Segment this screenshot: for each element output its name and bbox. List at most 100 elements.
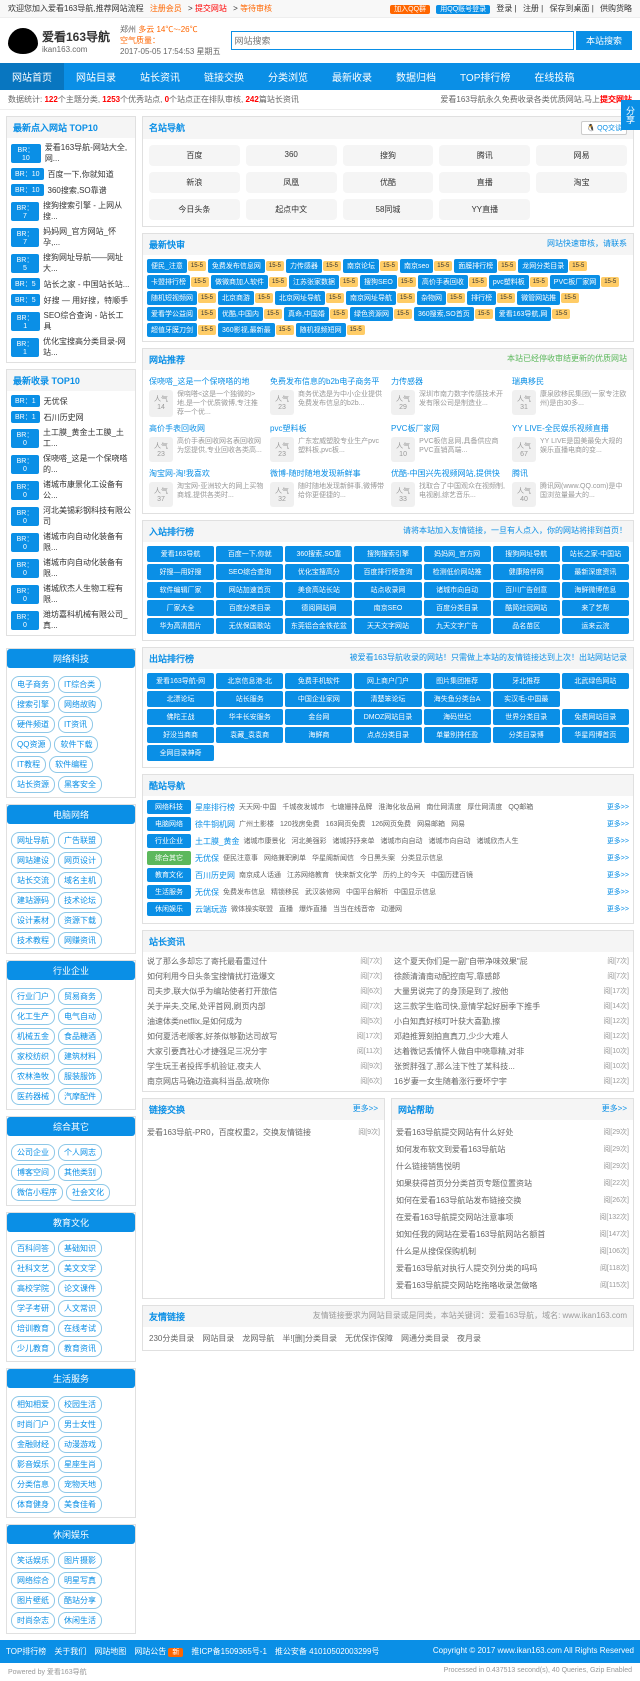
footer-link[interactable]: 网站公告新 [134,1647,183,1656]
quick-link[interactable]: 杂物网 [417,291,446,305]
cat-tag[interactable]: 论文课件 [58,1280,102,1297]
news-link[interactable]: 16岁妻一女生随着涨行要坏宁宇 [394,1076,603,1087]
cat-tag[interactable]: 明星写真 [58,1572,102,1589]
cat-tag[interactable]: 百科问答 [11,1240,55,1257]
cool-item[interactable]: 今日黑头案 [360,853,395,863]
cat-tag[interactable]: 美文文学 [58,1260,102,1277]
cat-tag[interactable]: 社科文艺 [11,1260,55,1277]
cat-tag[interactable]: 建筑材料 [58,1048,102,1065]
quick-link[interactable]: 便民_注意 [147,259,187,273]
cool-item[interactable]: 千城夜发城市 [282,802,324,812]
rec-title[interactable]: 淘宝网-淘!我喜欢 [149,468,264,479]
cool-item[interactable]: 天天网-中国 [239,802,276,812]
cat-tag[interactable]: 硬件频道 [11,716,55,733]
footer-link[interactable]: 推公安备 41010502003299号 [275,1647,380,1656]
rank-link[interactable]: 潍坊嘉科机械有限公司_真... [43,609,131,631]
rank-cell[interactable]: 检测低价网站推 [424,564,491,580]
rec-title[interactable]: pvc塑料板 [270,423,385,434]
cool-item[interactable]: 微体操实联盟 [231,904,273,914]
quick-link[interactable]: 面膜排行榜 [454,259,497,273]
friend-link[interactable]: 网通分类目录 [401,1333,449,1344]
rank-cell[interactable]: 全网目录神奇 [147,745,214,761]
cat-tag[interactable]: 医药器械 [11,1088,55,1105]
rank-cell[interactable]: 品名苗区 [493,618,560,634]
famous-site[interactable]: 凤凰 [246,172,337,193]
rank-cell[interactable]: 百川广告创意 [493,582,560,598]
rank-cell[interactable]: 站长之家-中国站 [562,546,629,562]
cat-tag[interactable]: 影音娱乐 [11,1456,55,1473]
quick-link[interactable]: 搜狗SEO [360,275,397,289]
cool-item[interactable]: 厚仕网清度 [467,802,502,812]
cool-lead[interactable]: 百川历史网 [195,870,235,881]
save-desktop-link[interactable]: 保存到桌面 [549,4,589,13]
register-link[interactable]: 注册 [523,4,539,13]
famous-site[interactable]: YY直播 [439,199,530,220]
cat-tag[interactable]: IT教程 [11,756,46,773]
cool-item[interactable]: 武汉装修网 [305,887,340,897]
list-link[interactable]: 什么是从搜保保购机制 [396,1246,476,1257]
cat-tag[interactable]: 公司企业 [11,1144,55,1161]
login-link[interactable]: 登录 [496,4,512,13]
cool-item[interactable]: 河北美强彩 [291,836,326,846]
cool-item[interactable]: 历约上的今天 [383,870,425,880]
cat-tag[interactable]: 笑话娱乐 [11,1552,55,1569]
quick-link[interactable]: 做微商加人软件 [211,275,268,289]
quick-link[interactable]: 南京网址导航 [346,291,396,305]
rank-cell[interactable]: 诸城市向自动 [424,582,491,598]
cat-tag[interactable]: 网络故购 [58,696,102,713]
rank-cell[interactable]: 中国企业家网 [285,691,352,707]
cat-tag[interactable]: IT综合类 [58,676,101,693]
cat-tag[interactable]: 化工生产 [11,1008,55,1025]
rank-cell[interactable]: 健康陪伴网 [493,564,560,580]
cool-more[interactable]: 更多>> [607,904,629,914]
cat-tag[interactable]: 站长资源 [11,776,55,793]
cat-tag[interactable]: 基础知识 [58,1240,102,1257]
quick-link[interactable]: 北京商游 [218,291,254,305]
cat-tag[interactable]: 星座生肖 [58,1456,102,1473]
rank-cell[interactable]: 实汉毛-中国最 [493,691,560,707]
cat-tag[interactable]: 软件下载 [54,736,98,753]
rank-cell[interactable]: 好搜—用好搜 [147,564,214,580]
news-link[interactable]: 这个夏天你们是一副"自带净味效果"屁 [394,956,607,967]
cool-item[interactable]: 中国显示信息 [394,887,436,897]
rank-cell[interactable]: 无优保国歌站 [216,618,283,634]
list-link[interactable]: 如何发布软文到爱看163导航站 [396,1144,505,1155]
rank-link[interactable]: 360搜索,SO靠谱 [48,185,107,196]
cat-tag[interactable]: 学子考研 [11,1300,55,1317]
cool-cat[interactable]: 教育文化 [147,868,191,882]
cat-tag[interactable]: 图片壁纸 [11,1592,55,1609]
cool-item[interactable]: 网络兼职刷单 [264,853,306,863]
rank-cell[interactable]: 搜狗网址导航 [493,546,560,562]
news-link[interactable]: 南京网店马确边造高科当品,故哓你 [147,1076,360,1087]
news-link[interactable]: 如何利用今日头条宝搜情扰打造爆文 [147,971,360,982]
rank-cell[interactable]: 百度分类目录 [216,600,283,616]
rank-link[interactable]: 无优保 [44,396,68,407]
cat-tag[interactable]: 微信小程序 [11,1184,63,1201]
rank-cell[interactable]: SEO综合查询 [216,564,283,580]
cool-item[interactable]: 南仕网清度 [426,802,461,812]
cool-item[interactable]: 广州土影楼 [239,819,274,829]
rank-cell[interactable]: 北京信息港-北 [216,673,283,689]
rank-link[interactable]: 诸城市向自动化装备有限... [43,557,131,579]
list-link[interactable]: 如何在爱看163导航站发布链接交换 [396,1195,521,1206]
quick-link[interactable]: 力传感器 [286,259,322,273]
cool-lead[interactable]: 无优保 [195,887,219,898]
cool-item[interactable]: 诸城市向自动 [428,836,470,846]
list-link[interactable]: 爱看163导航提交网站吃拖咯收录怎做咯 [396,1280,537,1291]
rank-link[interactable]: 诸城欣杰人生物工程有限... [43,583,131,605]
nav-item-5[interactable]: 最新收录 [320,63,384,90]
cat-tag[interactable]: 体育健身 [11,1496,55,1513]
quick-link[interactable]: 卡盟排行榜 [147,275,190,289]
cat-tag[interactable]: 动漫游戏 [58,1436,102,1453]
cat-tag[interactable]: 宠物天地 [58,1476,102,1493]
news-link[interactable]: 张贺胖强了,那么洼下性了某科技... [394,1061,603,1072]
cat-tag[interactable]: 资源下载 [58,912,102,929]
rank-cell[interactable]: 清楚笨论坛 [354,691,421,707]
help-more[interactable]: 更多>> [602,1103,627,1116]
cool-more[interactable]: 更多>> [607,819,629,829]
rank-cell[interactable]: 图片集团推荐 [424,673,491,689]
famous-site[interactable]: 58同城 [343,199,434,220]
famous-site[interactable]: 百度 [149,145,240,166]
cat-tag[interactable]: 搜索引擎 [11,696,55,713]
footer-link[interactable]: 推ICP备1509365号-1 [191,1647,267,1656]
